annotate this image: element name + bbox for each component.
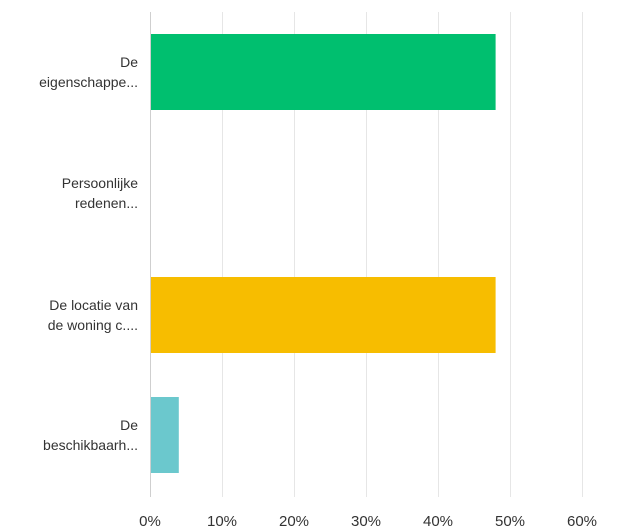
x-tick-label: 0% — [139, 513, 161, 530]
category-labels: De eigenschappe... Persoonlijke redenen... D… — [39, 54, 138, 453]
category-label: De — [120, 417, 138, 433]
bar[interactable] — [151, 34, 496, 110]
x-tick-label: 40% — [423, 513, 453, 530]
category-label: De — [120, 54, 138, 70]
category-label: eigenschappe... — [39, 74, 138, 90]
bars — [151, 34, 496, 473]
x-tick-label: 20% — [279, 513, 309, 530]
x-tick-label: 60% — [567, 513, 597, 530]
bar[interactable] — [151, 397, 179, 473]
x-tick-label: 50% — [495, 513, 525, 530]
category-label: redenen... — [75, 195, 138, 211]
bar[interactable] — [151, 277, 496, 353]
x-tick-label: 10% — [207, 513, 237, 530]
x-tick-labels: 0% 10% 20% 30% 40% 50% 60% — [139, 513, 597, 530]
category-label: De locatie van — [49, 297, 138, 313]
category-label: de woning c.... — [48, 317, 138, 333]
x-tick-label: 30% — [351, 513, 381, 530]
category-label: Persoonlijke — [62, 175, 138, 191]
category-label: beschikbaarh... — [43, 437, 138, 453]
